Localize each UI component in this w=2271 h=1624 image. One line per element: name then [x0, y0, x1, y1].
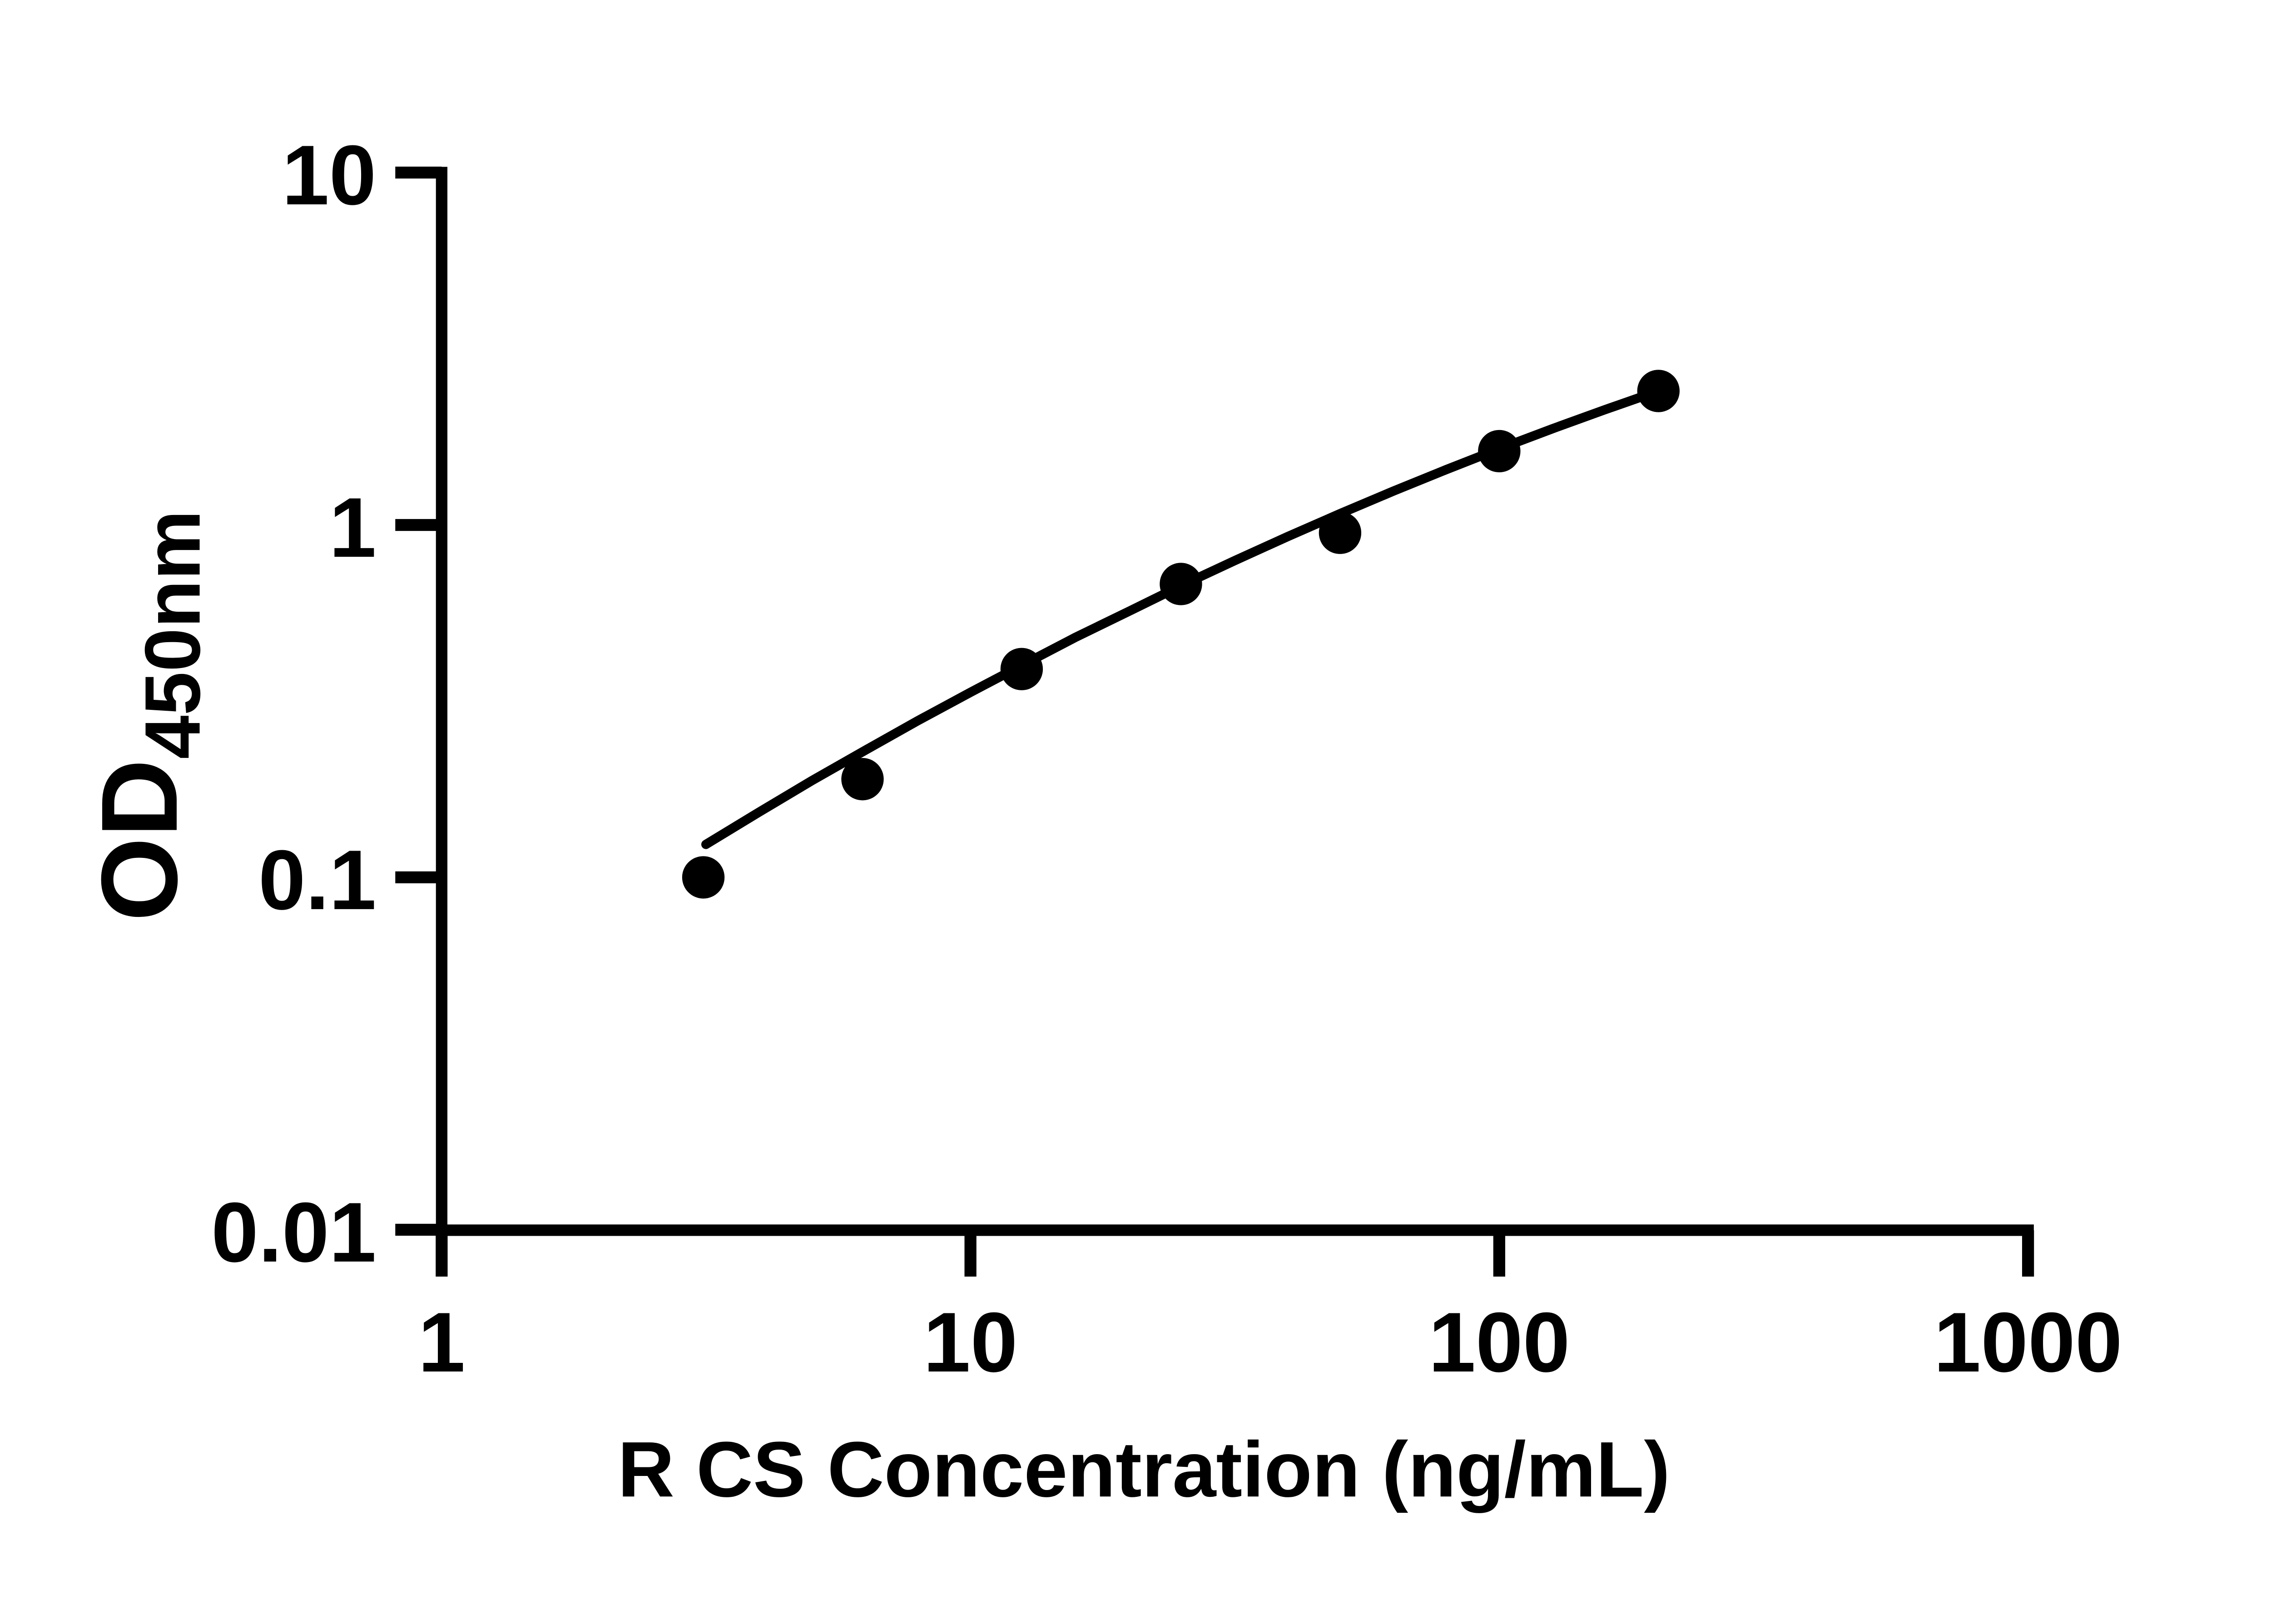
data-point-50 [1319, 511, 1362, 554]
y-axis-title: OD450nm [79, 510, 217, 921]
x-tick-label-10: 10 [923, 1295, 1018, 1390]
x-axis-ticks [436, 1230, 2034, 1277]
x-tick-label-1000: 1000 [1934, 1295, 2122, 1390]
y-axis-title-subscript: 450nm [129, 510, 217, 759]
y-tick-label-1: 1 [329, 480, 377, 575]
data-point-3.125 [682, 856, 725, 899]
x-tick-label-1: 1 [418, 1295, 465, 1390]
data-point-200 [1637, 370, 1680, 412]
data-points [682, 370, 1680, 899]
x-axis-title: R CS Concentration (ng/mL) [618, 1425, 1670, 1513]
y-tick-label-10: 10 [282, 128, 377, 223]
data-point-12.5 [1000, 648, 1043, 690]
data-point-6.25 [841, 758, 884, 801]
y-tick-label-0.01: 0.01 [211, 1185, 376, 1280]
y-tick-label-0.1: 0.1 [258, 832, 377, 927]
y-axis-title-main: OD [79, 759, 200, 921]
x-tick-label-100: 100 [1428, 1295, 1570, 1390]
data-point-25 [1160, 563, 1202, 605]
y-axis-tick-labels: 10 1 0.1 0.01 [211, 128, 376, 1280]
x-axis-tick-labels: 1 10 100 1000 [418, 1295, 2122, 1390]
y-axis-ticks [395, 166, 442, 1236]
data-point-100 [1478, 430, 1521, 473]
